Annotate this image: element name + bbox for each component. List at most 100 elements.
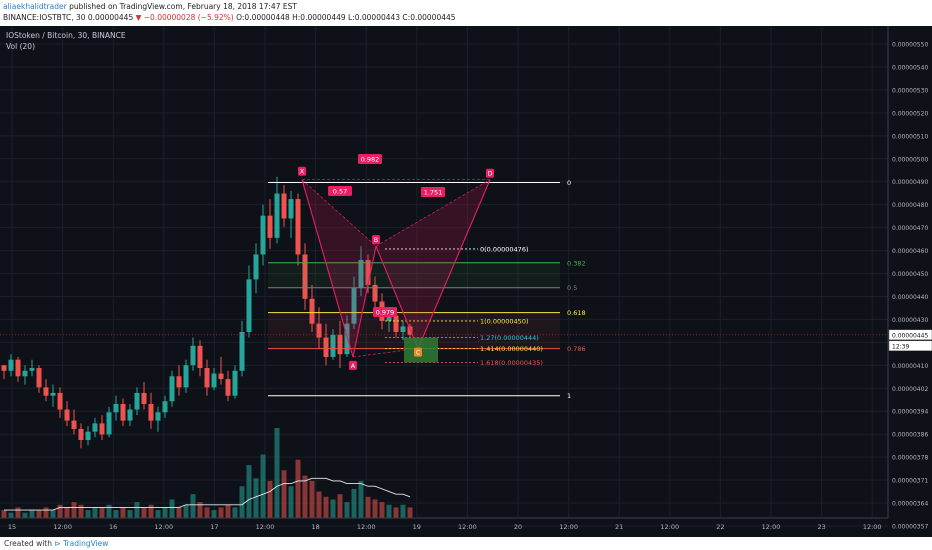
author-link[interactable]: aliaekhalidtrader xyxy=(3,2,67,11)
candle-body xyxy=(295,199,301,255)
pattern-point-label: D xyxy=(487,170,492,178)
volume-bar xyxy=(106,504,112,518)
fib-ext-label: 1.414(0.00000440) xyxy=(480,345,543,353)
volume-bar xyxy=(29,510,35,518)
volume-bar xyxy=(92,507,98,518)
countdown-badge xyxy=(888,340,932,352)
pattern-point-badge xyxy=(414,347,422,357)
fib-level-label: 0.618 xyxy=(567,309,586,317)
price-tick: 0.00000480 xyxy=(892,202,928,209)
axis-panel xyxy=(888,26,932,537)
candle-body xyxy=(358,260,364,288)
volume-bar xyxy=(400,504,406,518)
candle-body xyxy=(22,370,28,377)
volume-bar xyxy=(267,480,273,518)
price-chart[interactable]: 0 0.382 0.5 0.618 0.786 1 0(0.00000476) 1(0.000… xyxy=(0,26,932,537)
volume-bar xyxy=(141,507,147,518)
pattern-leg xyxy=(375,179,491,247)
chart-area[interactable]: 0 0.382 0.5 0.618 0.786 1 0(0.00000476) 1(0.000… xyxy=(0,26,932,537)
price-tick: 0.00000550 xyxy=(892,42,928,49)
volume-bar xyxy=(169,499,175,518)
time-tick: 12:00 xyxy=(256,523,275,531)
candle-body xyxy=(57,392,63,410)
time-tick: 12:00 xyxy=(53,523,72,531)
fib-level-label: 0.382 xyxy=(567,259,586,267)
price-tick: 0.00000402 xyxy=(892,386,928,393)
pattern-point-badge xyxy=(298,166,306,176)
volume-bar xyxy=(64,507,70,518)
volume-bar xyxy=(232,507,238,518)
candle-body xyxy=(155,412,161,421)
volume-bar xyxy=(127,510,133,518)
price-tick: 0.00000500 xyxy=(892,156,928,163)
candle-body xyxy=(323,337,329,357)
volume-bar xyxy=(295,459,301,518)
price-tick: 0.00000460 xyxy=(892,248,928,255)
candle-body xyxy=(134,392,140,410)
price-tick: 0.00000357 xyxy=(892,524,928,531)
candle-body xyxy=(344,323,350,355)
time-tick: 16 xyxy=(109,523,117,531)
price-tick: 0.00000394 xyxy=(892,409,928,416)
candle-body xyxy=(99,423,105,435)
candle-body xyxy=(36,368,42,388)
volume-bar xyxy=(323,496,329,518)
volume-bar xyxy=(316,491,322,518)
volume-bar xyxy=(330,499,336,518)
candle-body xyxy=(253,254,259,280)
pattern-leg xyxy=(301,179,354,358)
volume-bar xyxy=(36,510,42,518)
candle-body xyxy=(239,332,245,371)
candle-body xyxy=(288,199,294,219)
candle-body xyxy=(351,287,357,324)
candle-body xyxy=(78,428,84,440)
drawings: 0 0.382 0.5 0.618 0.786 1 0(0.00000476) 1(0.000… xyxy=(0,154,888,400)
candle-body xyxy=(316,323,322,338)
volume-bar xyxy=(57,504,63,518)
volume-bar xyxy=(120,507,126,518)
ohlc-values: O:0.00000448 H:0.00000449 L:0.00000443 C… xyxy=(236,13,456,22)
time-tick: 19 xyxy=(413,523,421,531)
volume-bar xyxy=(309,480,315,518)
candle-body xyxy=(190,345,196,366)
volume-bar xyxy=(302,475,308,518)
volume-bar xyxy=(22,512,28,518)
candle-body xyxy=(127,409,133,421)
volume-bar xyxy=(197,502,203,518)
pattern-leg xyxy=(352,246,377,358)
fib-ext-label: 0(0.00000476) xyxy=(480,245,529,253)
footer: Created with ⊳ TradingView xyxy=(0,537,932,550)
time-axis[interactable]: 15 12:00 16 12:00 17 12:00 18 12:00 19 12:00 20 12:… xyxy=(0,517,888,531)
volume-bar xyxy=(372,499,378,518)
volume-bar xyxy=(71,502,77,518)
volume-bar xyxy=(225,504,231,518)
ratio-badge xyxy=(358,154,382,164)
volume-bar xyxy=(379,502,385,518)
price-tick: 0.00000510 xyxy=(892,133,928,140)
price-tick: 0.00000470 xyxy=(892,225,928,232)
fib-level-label: 0.786 xyxy=(567,345,586,353)
candle-body xyxy=(15,359,21,377)
fib-level-label: 0.5 xyxy=(567,284,577,292)
candle-body xyxy=(281,193,287,219)
publish-line: aliaekhalidtrader published on TradingVi… xyxy=(3,2,297,11)
fib-ext-label: 1.618(0.00000435) xyxy=(480,359,543,367)
tradingview-brand[interactable]: TradingView xyxy=(63,539,109,548)
volume-bar xyxy=(344,502,350,518)
volume-bar xyxy=(211,510,217,518)
volume-bar xyxy=(183,504,189,518)
candle-body xyxy=(43,387,49,396)
candle-body xyxy=(274,193,280,238)
candle-body xyxy=(148,404,154,421)
ratio-label: 0.979 xyxy=(376,309,395,317)
price-axis[interactable]: 0.00000550 0.00000540 0.00000530 0.00000520… xyxy=(887,26,932,537)
pattern-leg xyxy=(375,245,419,349)
candle-body xyxy=(29,368,35,371)
volume-ma-line xyxy=(4,477,411,511)
candle-body xyxy=(204,368,210,388)
volume-bar xyxy=(78,504,84,518)
time-tick: 12:00 xyxy=(863,523,882,531)
time-tick: 21 xyxy=(615,523,623,531)
volume-legend: Vol (20) xyxy=(6,42,35,51)
volume-bar xyxy=(253,478,259,518)
